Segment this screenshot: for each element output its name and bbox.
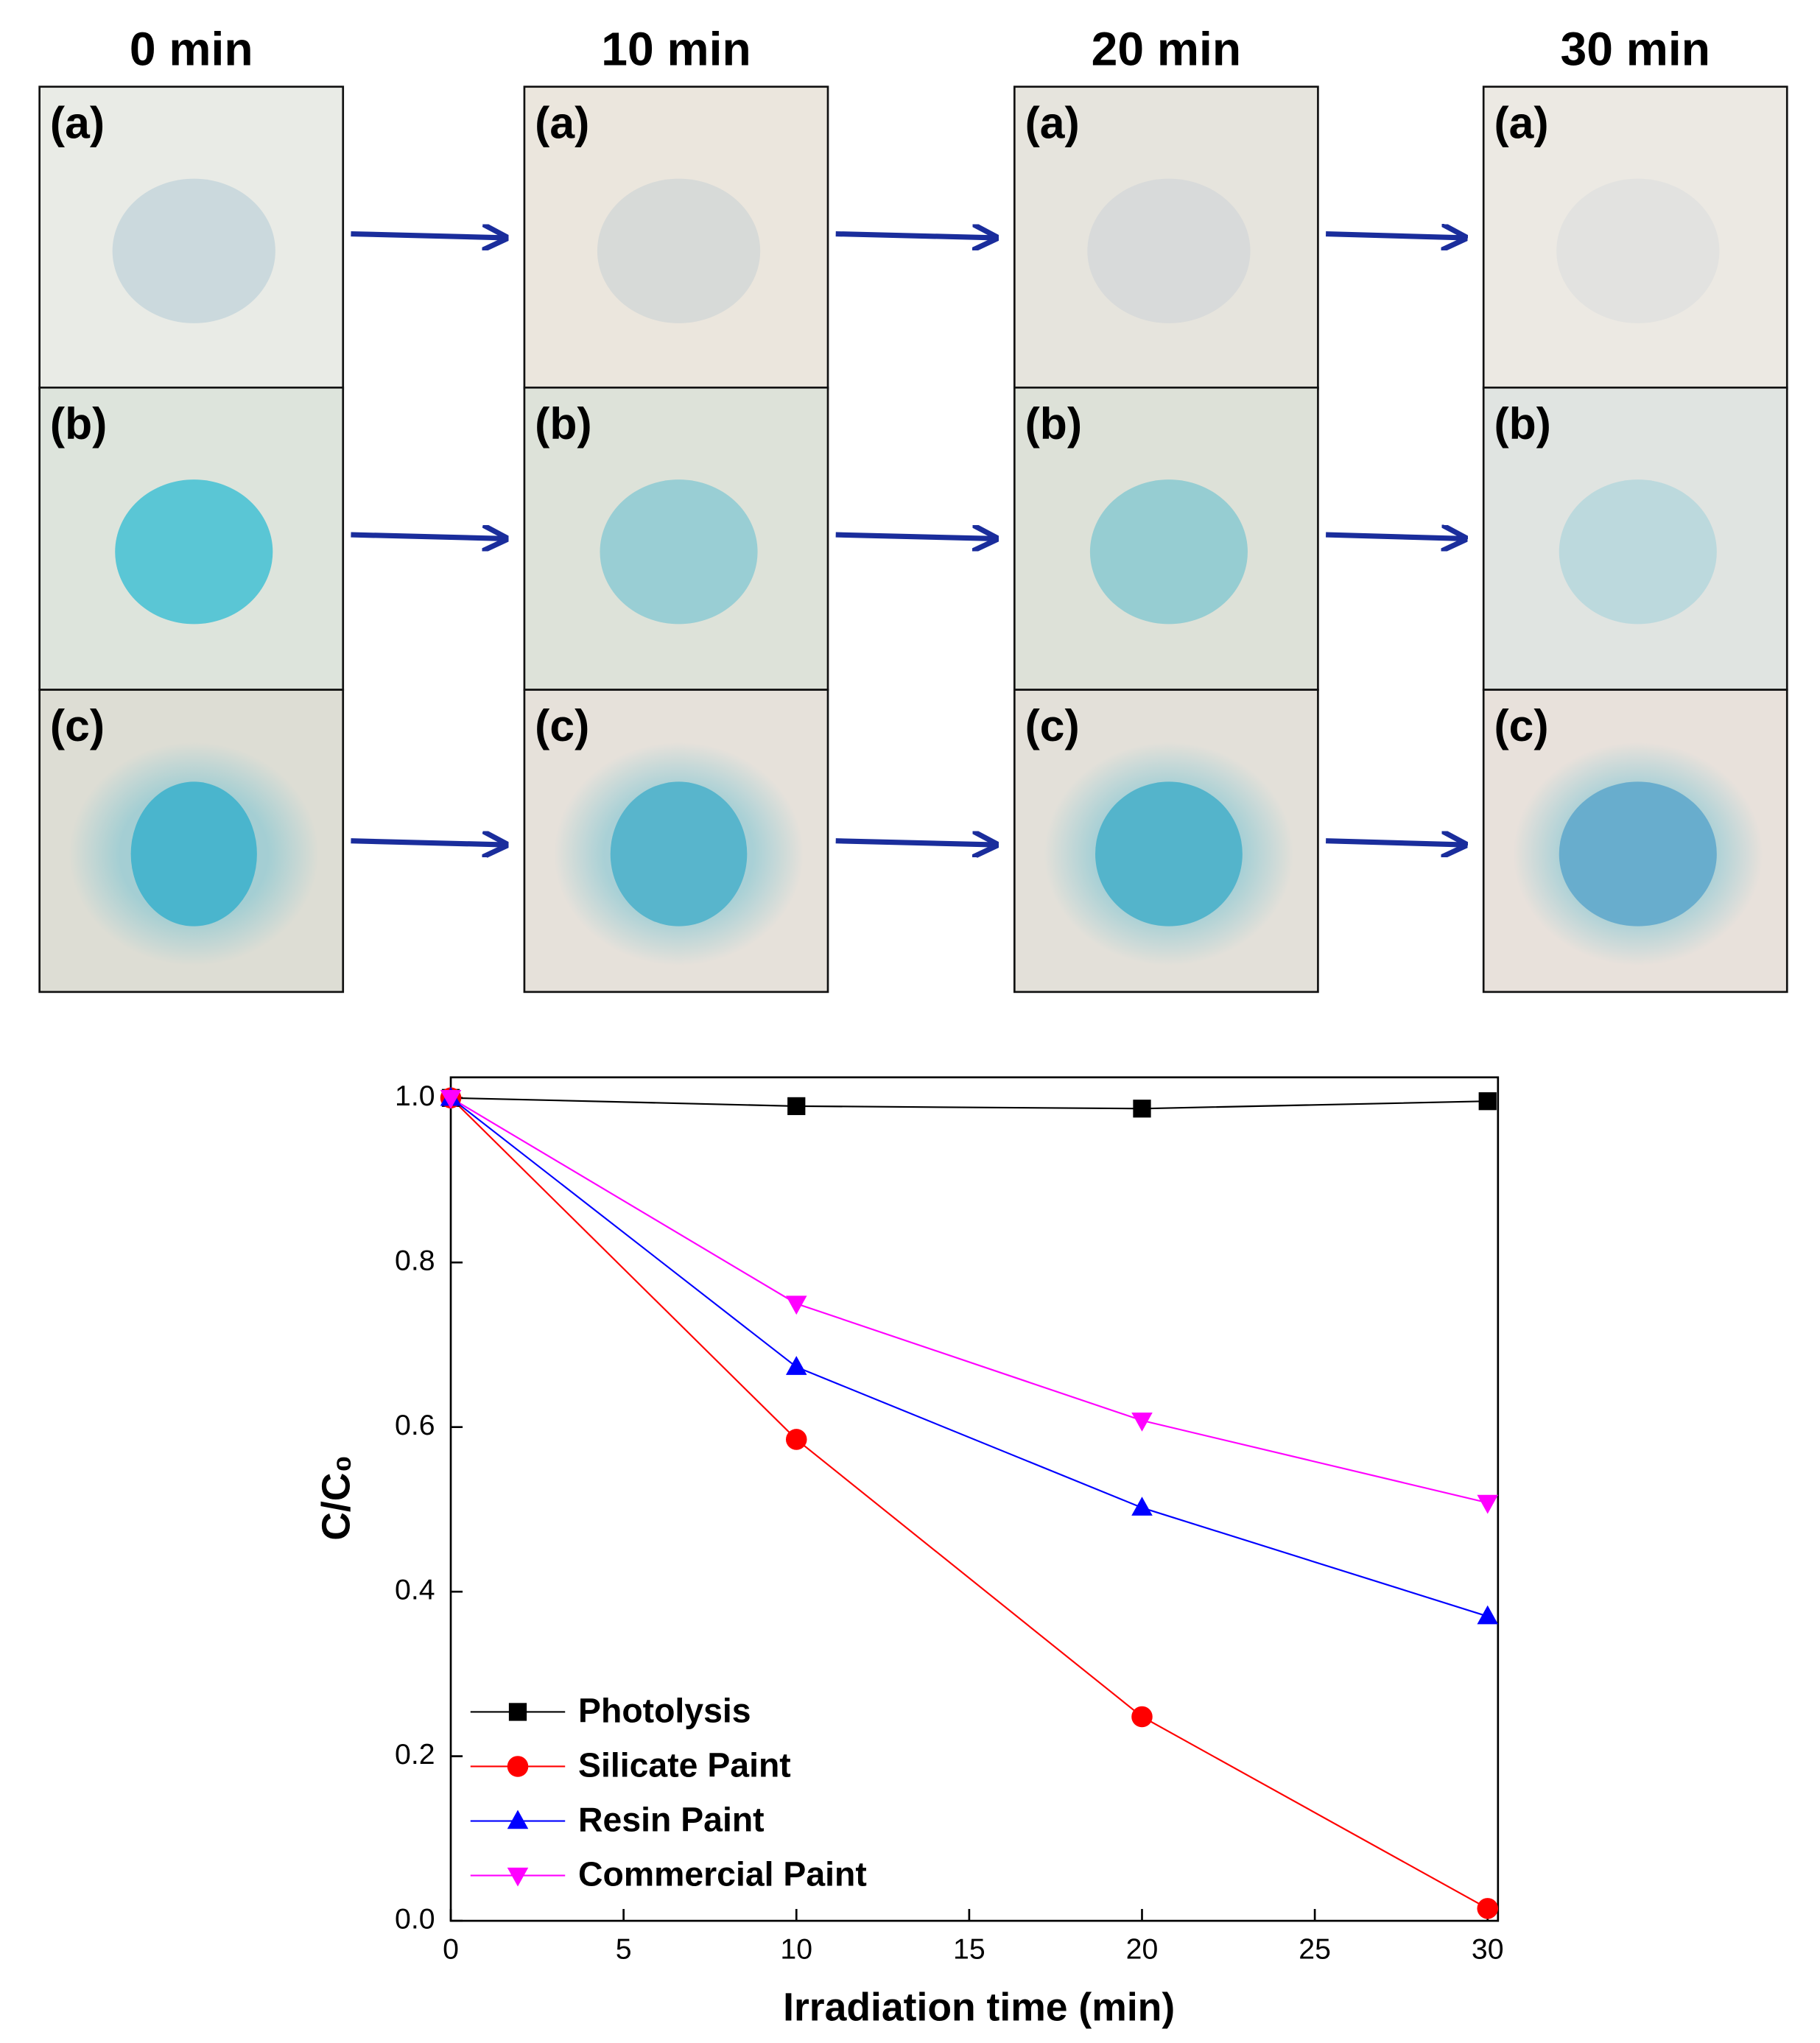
dye-spot — [115, 479, 273, 625]
series-line — [450, 1097, 1488, 1504]
panel-label: (b) — [535, 398, 591, 449]
column-header: 0 min — [130, 22, 253, 75]
panel-label: (a) — [1494, 97, 1548, 147]
arrow — [835, 234, 997, 238]
dye-spot — [600, 479, 758, 625]
arrow — [351, 234, 506, 238]
x-axis-label: Irradiation time (min) — [783, 1986, 1175, 2030]
dye-spot — [130, 781, 257, 926]
y-tick-label: 0.0 — [395, 1902, 435, 1935]
plot-frame — [449, 1076, 1500, 1922]
panel-label: (b) — [1494, 398, 1550, 449]
marker — [507, 1867, 529, 1887]
marker — [507, 1810, 529, 1829]
marker — [508, 1703, 527, 1721]
dye-spot — [1559, 781, 1717, 926]
series-line — [450, 1097, 1488, 1110]
panel-label: (a) — [535, 97, 589, 147]
dye-spot — [112, 178, 275, 323]
legend-label: Commercial Paint — [578, 1855, 867, 1893]
dye-spot — [1559, 479, 1717, 625]
arrow — [351, 535, 506, 538]
arrow — [351, 841, 506, 845]
marker — [1478, 1092, 1497, 1111]
arrow — [1326, 535, 1465, 538]
marker — [1477, 1898, 1498, 1919]
y-tick-label: 0.2 — [395, 1738, 435, 1771]
panel-label: (c) — [1494, 700, 1548, 750]
column-header: 30 min — [1560, 22, 1710, 75]
arrow — [835, 841, 997, 845]
series-line — [450, 1097, 1489, 1910]
dye-spot — [597, 178, 761, 323]
y-tick-label: 0.8 — [395, 1245, 435, 1277]
x-tick-label: 0 — [443, 1933, 459, 1965]
legend-label: Photolysis — [578, 1691, 751, 1729]
photo-panels: 0 min(a)(b)(c)10 min(a)(b)(c)20 min(a)(b… — [38, 22, 1788, 994]
legend-label: Resin Paint — [578, 1801, 765, 1839]
y-tick-label: 1.0 — [395, 1080, 435, 1112]
y-tick-label: 0.6 — [395, 1409, 435, 1441]
x-tick-label: 15 — [953, 1933, 985, 1965]
x-tick-label: 10 — [780, 1933, 812, 1965]
x-tick-label: 30 — [1472, 1933, 1504, 1965]
panel-label: (c) — [1025, 700, 1080, 750]
y-tick-label: 0.4 — [395, 1574, 435, 1606]
arrow — [1326, 841, 1465, 845]
marker — [785, 1429, 807, 1450]
x-tick-label: 25 — [1299, 1933, 1331, 1965]
marker — [1133, 1100, 1151, 1118]
y-axis-label: C/C₀ — [315, 1455, 359, 1541]
dye-spot — [1089, 479, 1248, 625]
marker — [787, 1097, 806, 1116]
panel-label: (a) — [50, 97, 105, 147]
series-line — [450, 1097, 1489, 1617]
marker — [1131, 1413, 1153, 1432]
marker — [785, 1356, 807, 1375]
marker — [1131, 1497, 1153, 1516]
arrow — [1326, 234, 1465, 238]
marker — [440, 1090, 462, 1109]
dye-spot — [1087, 178, 1251, 323]
photo — [1013, 85, 1319, 390]
panel-label: (c) — [535, 700, 589, 750]
panel-label: (c) — [50, 700, 105, 750]
panel-label: (b) — [50, 398, 107, 449]
arrow — [835, 535, 997, 538]
dye-spot — [1556, 178, 1720, 323]
photo — [1482, 85, 1788, 390]
marker — [1477, 1494, 1498, 1514]
dye-spot — [610, 781, 748, 926]
photo — [523, 85, 829, 390]
chart: Irradiation time (min) C/C₀ 0 5 10 15 20 25 30… — [315, 1076, 1504, 2030]
column-header: 20 min — [1092, 22, 1241, 75]
marker — [507, 1756, 529, 1777]
marker — [785, 1295, 807, 1315]
marker — [1131, 1706, 1153, 1728]
legend-label: Silicate Paint — [578, 1746, 791, 1784]
column-header: 10 min — [601, 22, 751, 75]
x-tick-label: 20 — [1126, 1933, 1159, 1965]
panel-label: (b) — [1025, 398, 1082, 449]
marker — [1477, 1605, 1498, 1625]
x-tick-label: 5 — [616, 1933, 632, 1965]
panel-label: (a) — [1025, 97, 1080, 147]
dye-spot — [1095, 781, 1243, 926]
